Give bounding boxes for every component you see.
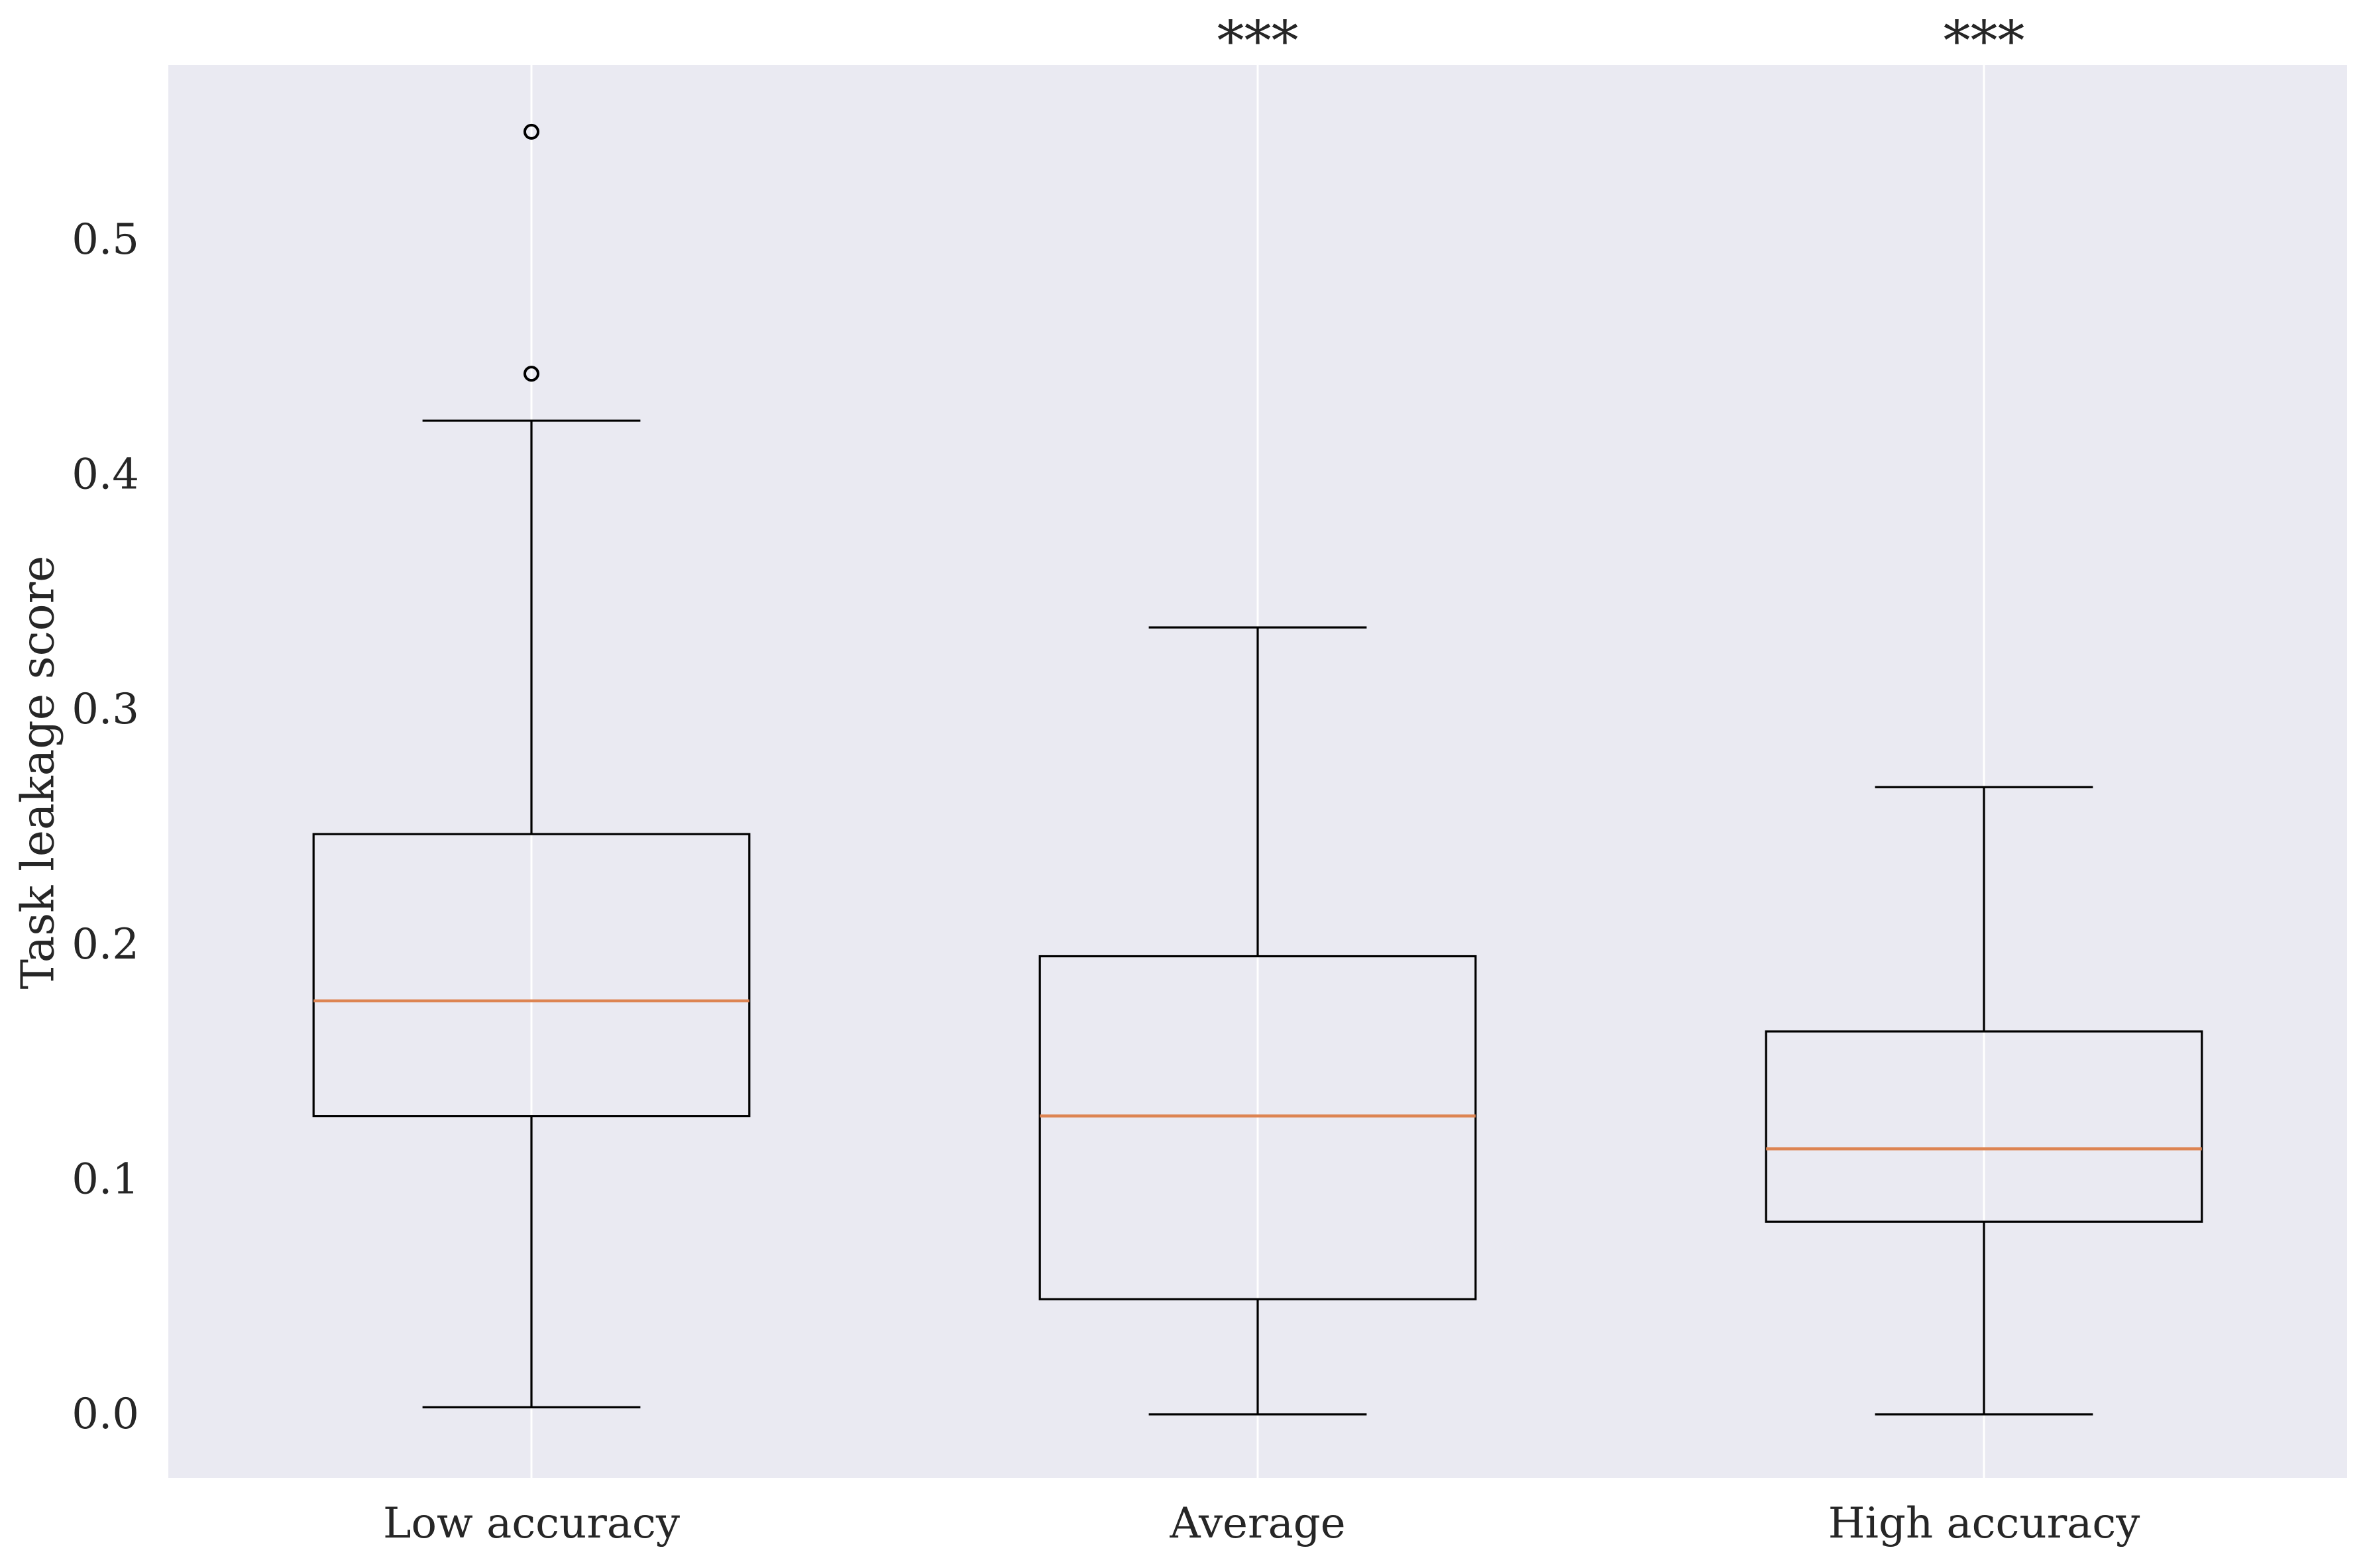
box-group (312, 123, 751, 1408)
box-iqr (1038, 955, 1477, 1300)
y-tick-label: 0.4 (72, 450, 139, 499)
x-tick-label: Average (1169, 1499, 1345, 1548)
y-tick-label: 0.2 (72, 920, 139, 969)
x-tick-label: High accuracy (1828, 1499, 2140, 1548)
y-tick-label: 0.1 (72, 1155, 139, 1204)
y-tick-label: 0.0 (72, 1390, 139, 1439)
y-tick-label: 0.5 (72, 215, 139, 264)
y-tick-label: 0.3 (72, 685, 139, 734)
box-group (1765, 786, 2203, 1416)
box-iqr (312, 833, 751, 1118)
significance-markers: *** *** (1217, 10, 2025, 73)
boxes (312, 123, 2203, 1416)
outlier-point (523, 366, 539, 382)
x-tick-labels: Low accuracy Average High accuracy (383, 1499, 2140, 1548)
significance-marker: *** (1944, 10, 2025, 73)
box-iqr (1765, 1030, 2203, 1223)
y-tick-labels: 0.0 0.1 0.2 0.3 0.4 0.5 (72, 215, 139, 1439)
y-axis-label: Task leakage score (13, 556, 65, 990)
box-group (1038, 626, 1477, 1416)
outlier-point (523, 123, 539, 140)
x-tick-label: Low accuracy (383, 1499, 680, 1548)
significance-marker: *** (1217, 10, 1299, 73)
